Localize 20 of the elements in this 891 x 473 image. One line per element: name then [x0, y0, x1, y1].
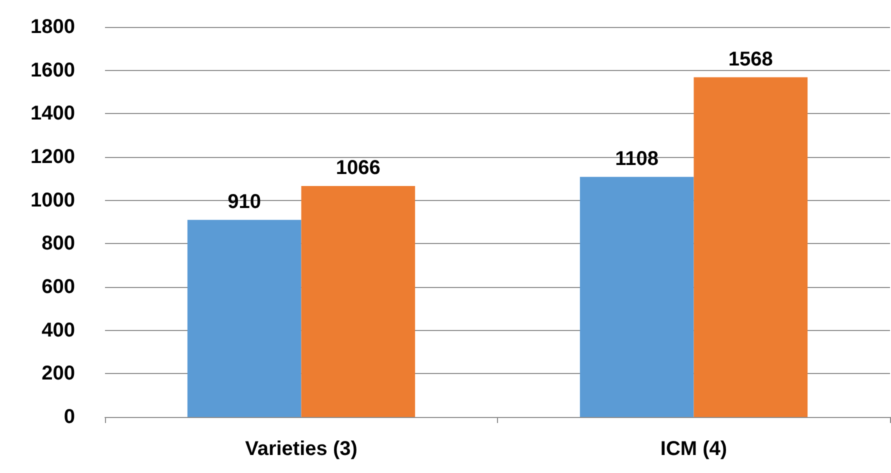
y-tick-label: 1000: [30, 189, 75, 212]
y-tick-label: 800: [42, 232, 75, 255]
y-tick-label: 400: [42, 319, 75, 342]
y-tick-label: 1800: [30, 16, 75, 38]
bar: [694, 77, 808, 417]
bar: [580, 176, 694, 417]
data-label: 910: [228, 190, 262, 213]
x-tick-label: ICM (4): [660, 438, 728, 460]
y-tick-label: 600: [42, 276, 75, 298]
y-tick-label: 1200: [30, 146, 75, 168]
data-label: 1568: [728, 48, 773, 70]
bar: [301, 186, 416, 417]
y-tick-label: 1600: [30, 59, 75, 82]
y-tick-label: 200: [42, 362, 75, 385]
bar: [187, 220, 302, 417]
y-tick-label: 1400: [30, 102, 75, 125]
data-label: 1108: [615, 148, 659, 170]
y-tick-label: 0: [64, 406, 75, 428]
x-tick-label: Varieties (3): [245, 438, 358, 460]
data-label: 1066: [336, 157, 380, 180]
